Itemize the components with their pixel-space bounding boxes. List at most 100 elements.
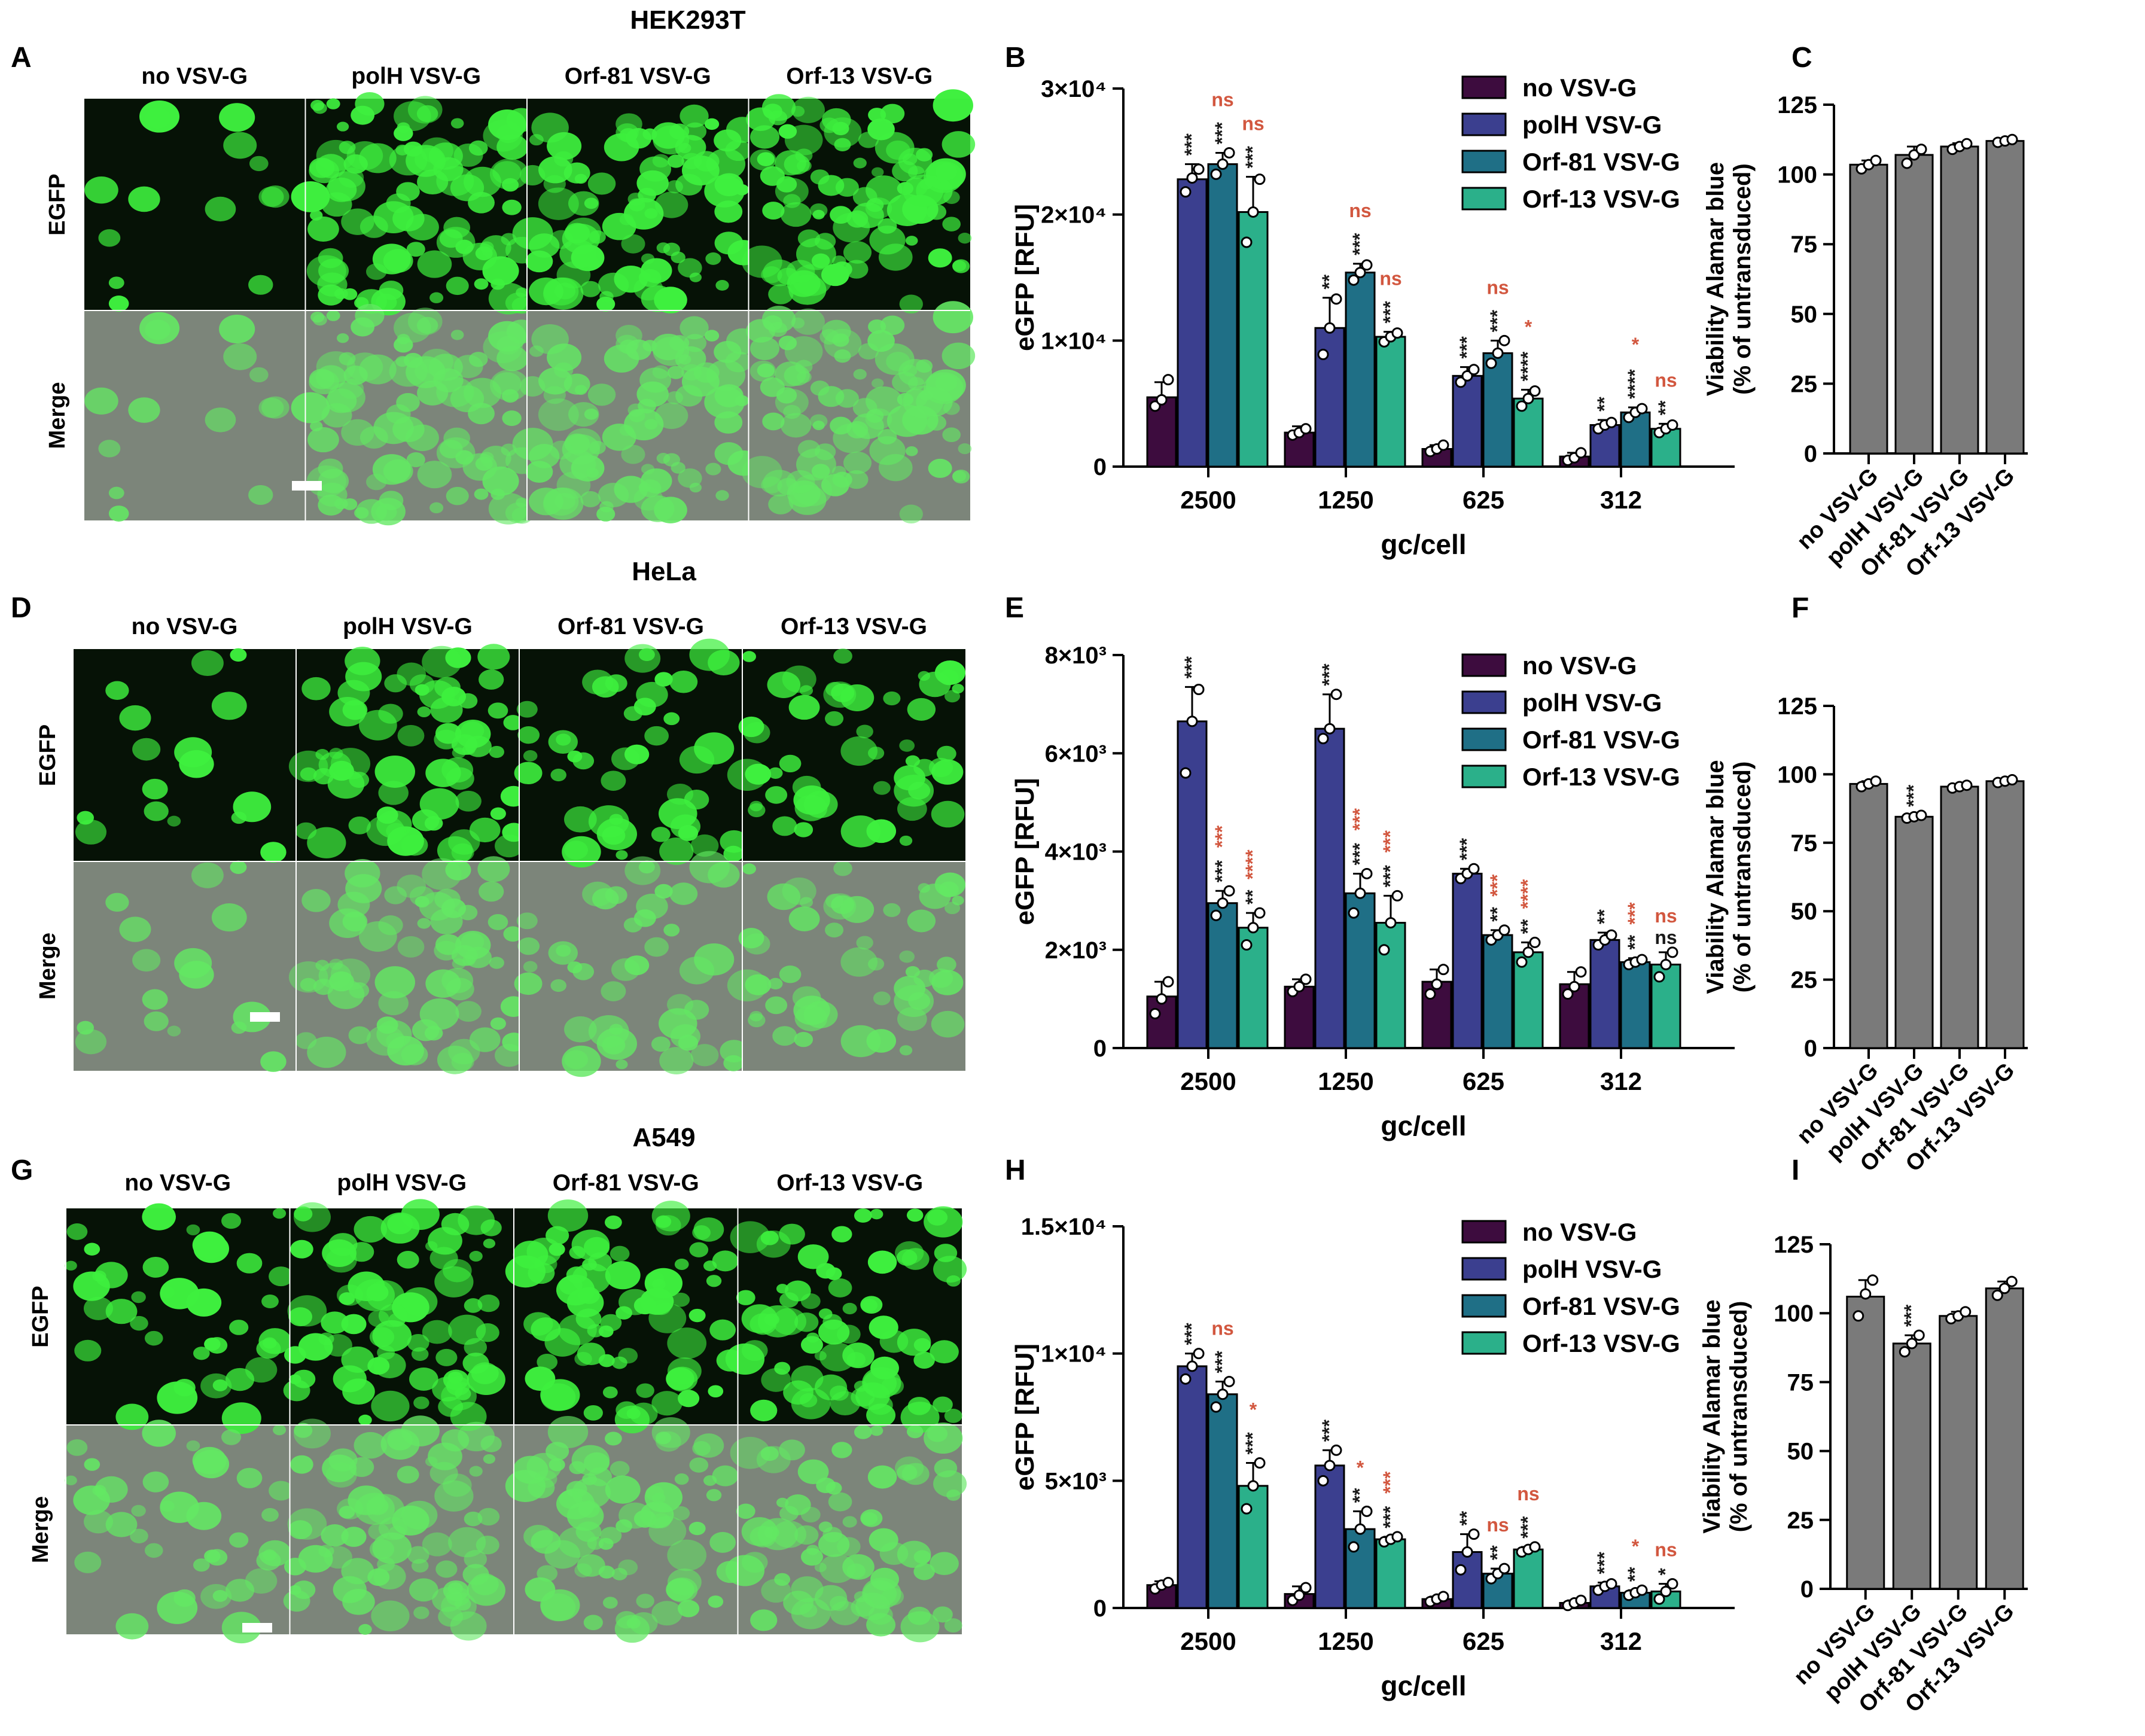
significance-label-vs-polh: ns <box>1655 369 1677 391</box>
data-point <box>1636 1584 1648 1596</box>
legend-swatch <box>1461 1220 1507 1244</box>
data-point <box>1330 293 1342 305</box>
y-tick-label: 0 <box>1093 1035 1107 1062</box>
data-point <box>1186 715 1198 727</box>
significance-label-vs-polh: *** <box>1379 1471 1401 1494</box>
row-label-merge: Merge <box>45 382 70 449</box>
data-point <box>1210 1401 1222 1413</box>
data-point <box>1516 400 1528 412</box>
data-point <box>1991 1289 2003 1301</box>
bar <box>1314 327 1345 468</box>
significance-label: * <box>1655 1568 1676 1576</box>
data-point <box>1852 1310 1864 1322</box>
significance-label: *** <box>1211 122 1233 145</box>
data-point <box>1870 154 1882 166</box>
y-tick-label: 125 <box>1777 693 1817 720</box>
data-point <box>1193 1348 1205 1360</box>
micro-column-label: Orf-81 VSV-G <box>553 1170 699 1196</box>
significance-label: ** <box>1517 919 1538 934</box>
y-tick-label: 6×10³ <box>1045 741 1107 767</box>
bar <box>1894 154 1934 455</box>
data-point <box>1915 809 1927 821</box>
significance-label: ns <box>1655 927 1677 948</box>
significance-label-vs-polh: *** <box>1379 830 1401 853</box>
data-point <box>1653 971 1665 983</box>
significance-label: *** <box>1379 865 1401 888</box>
significance-label: ** <box>1456 1510 1477 1525</box>
data-point <box>1254 173 1266 185</box>
data-point <box>1293 980 1305 992</box>
y-tick-label: 2×10³ <box>1045 937 1107 964</box>
bar <box>1452 872 1483 1049</box>
legend-label: Orf-13 VSV-G <box>1522 185 1680 213</box>
y-tick-label: 75 <box>1791 830 1818 857</box>
significance-label-vs-polh: ns <box>1349 200 1371 221</box>
bar <box>1894 815 1934 1049</box>
data-point <box>1660 1585 1672 1597</box>
cell-line-title: HeLa <box>632 557 696 586</box>
significance-label: ** <box>1593 397 1615 412</box>
row-label-egfp: EGFP <box>45 173 70 235</box>
cell-blob-icon <box>725 1422 967 1643</box>
y-tick-label: 100 <box>1777 162 1817 188</box>
y-tick-label: 100 <box>1774 1301 1814 1327</box>
significance-label: *** <box>1900 1304 1922 1327</box>
y-tick-label: 125 <box>1777 92 1817 118</box>
legend-swatch <box>1461 187 1507 211</box>
data-point <box>1361 259 1373 271</box>
x-tick-label: 312 <box>1600 486 1642 514</box>
y-tick-label: 1×10⁴ <box>1041 328 1107 354</box>
significance-label-vs-polh: ns <box>1211 89 1233 110</box>
data-point <box>1468 364 1480 376</box>
data-point <box>1317 1475 1329 1487</box>
micrograph-panel-a549: G A549 no VSV-G polH VSV-G Orf-81 VSV-G Orf-1… <box>11 1123 967 1644</box>
panel-letter: E <box>1005 592 1024 624</box>
y-tick-label: 0 <box>1804 1035 1817 1062</box>
significance-label-vs-polh: ns <box>1211 1317 1233 1339</box>
y-tick-label: 75 <box>1787 1369 1814 1396</box>
data-point <box>1653 1593 1665 1605</box>
bar <box>1482 352 1513 468</box>
data-point <box>1908 149 1920 161</box>
y-tick-label: 75 <box>1791 232 1818 258</box>
data-point <box>1354 1523 1366 1535</box>
bar <box>1146 995 1177 1049</box>
cell-blob-icon <box>283 1199 505 1432</box>
cell-blob-icon <box>727 861 966 1058</box>
x-axis-label: gc/cell <box>1381 1110 1466 1141</box>
legend-label: polH VSV-G <box>1522 1255 1662 1283</box>
data-point <box>1300 973 1312 985</box>
x-tick-label: 1250 <box>1318 1627 1373 1655</box>
y-tick-label: 100 <box>1777 762 1817 788</box>
data-point <box>1391 890 1403 901</box>
y-axis-label: eGFP [RFU] <box>1010 778 1040 925</box>
data-point <box>1666 419 1678 431</box>
y-tick-label: 25 <box>1791 371 1818 397</box>
bar <box>1940 145 1979 455</box>
data-point <box>1317 349 1329 361</box>
legend-label: Orf-81 VSV-G <box>1522 1292 1680 1320</box>
data-point <box>1913 1329 1925 1341</box>
data-point <box>1867 1274 1879 1286</box>
data-point <box>1391 1531 1403 1543</box>
bar <box>1452 1551 1483 1609</box>
panel-letter: D <box>11 592 32 624</box>
significance-label-vs-polh: ns <box>1655 1539 1677 1561</box>
data-point <box>1424 988 1436 1000</box>
data-point <box>1210 909 1222 921</box>
y-tick-label: 25 <box>1791 967 1818 994</box>
significance-label: **** <box>1624 369 1646 399</box>
data-point <box>1223 147 1235 159</box>
data-point <box>1149 400 1161 412</box>
data-point <box>1217 158 1229 170</box>
data-point <box>1324 322 1336 334</box>
bar <box>1482 934 1513 1049</box>
data-point <box>1575 966 1587 978</box>
significance-label-vs-polh: *** <box>1349 808 1370 831</box>
data-point <box>1241 1503 1253 1515</box>
y-tick-label: 50 <box>1791 301 1818 328</box>
x-tick-label: 312 <box>1600 1067 1642 1095</box>
panel-letter: C <box>1791 42 1812 74</box>
data-point <box>1498 1563 1510 1574</box>
